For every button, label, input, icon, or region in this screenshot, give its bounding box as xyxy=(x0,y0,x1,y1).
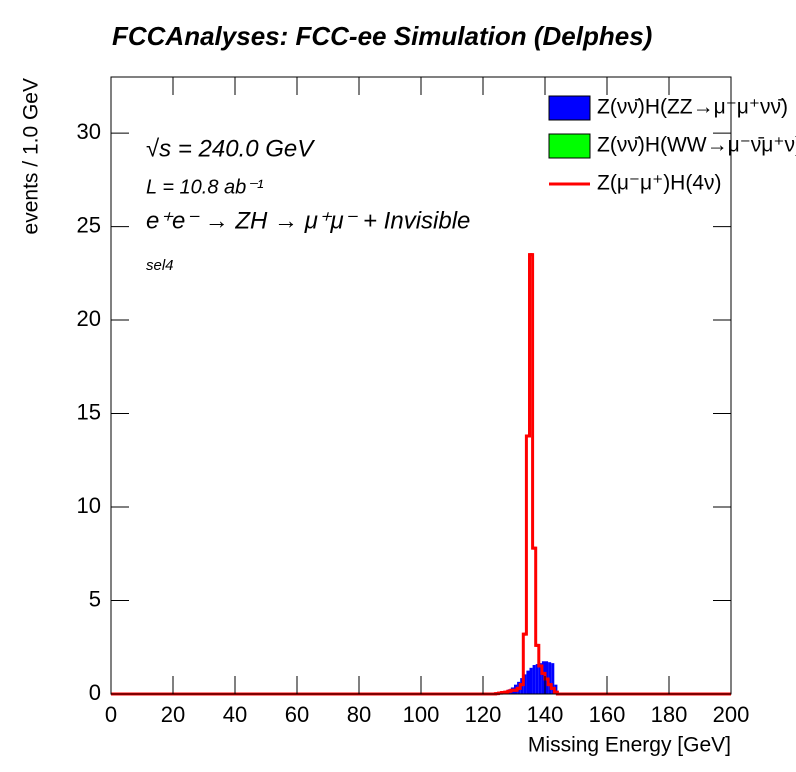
x-tick-label: 160 xyxy=(589,702,626,727)
y-tick-label: 20 xyxy=(77,306,101,331)
histogram-bar xyxy=(554,684,558,694)
histogram-bar xyxy=(541,661,545,694)
x-tick-label: 120 xyxy=(465,702,502,727)
y-tick-label: 5 xyxy=(89,586,101,611)
annotation: √s = 240.0 GeV xyxy=(146,135,315,162)
x-tick-label: 140 xyxy=(527,702,564,727)
histogram-bar xyxy=(535,664,539,694)
histogram-bar xyxy=(523,674,527,694)
annotation: e⁺e⁻ → ZH → μ⁺μ⁻ + Invisible xyxy=(146,207,470,234)
annotation: L = 10.8 ab⁻¹ xyxy=(146,176,264,198)
y-tick-label: 30 xyxy=(77,119,101,144)
x-tick-label: 180 xyxy=(651,702,688,727)
histogram-bar xyxy=(526,670,530,694)
histogram-bar xyxy=(532,665,536,694)
y-tick-label: 25 xyxy=(77,212,101,237)
legend-label: Z(νν̄)H(ZZ→μ⁻μ⁺νν̄) xyxy=(597,96,788,119)
legend-swatch xyxy=(548,133,591,159)
x-tick-label: 100 xyxy=(403,702,440,727)
x-tick-label: 40 xyxy=(223,702,247,727)
y-tick-label: 15 xyxy=(77,399,101,424)
legend-swatch xyxy=(548,95,591,121)
x-tick-label: 60 xyxy=(285,702,309,727)
x-tick-label: 80 xyxy=(347,702,371,727)
y-axis-label: events / 1.0 GeV xyxy=(20,78,43,234)
x-tick-label: 20 xyxy=(161,702,185,727)
histogram-bar xyxy=(548,662,552,694)
annotation: sel4 xyxy=(146,257,174,274)
legend-label: Z(μ⁻μ⁺)H(4ν) xyxy=(597,172,722,195)
histogram-bar xyxy=(551,663,555,694)
chart-title: FCCAnalyses: FCC-ee Simulation (Delphes) xyxy=(112,21,652,51)
x-tick-label: 200 xyxy=(713,702,750,727)
y-tick-label: 0 xyxy=(89,680,101,705)
legend-label: Z(νν̄)H(WW→μ⁻ν̄μ⁺ν) xyxy=(597,134,796,157)
x-axis-label: Missing Energy [GeV] xyxy=(528,734,731,757)
histogram-bar xyxy=(538,663,542,694)
y-tick-label: 10 xyxy=(77,493,101,518)
x-tick-label: 0 xyxy=(105,702,117,727)
histogram-bar xyxy=(529,667,533,694)
